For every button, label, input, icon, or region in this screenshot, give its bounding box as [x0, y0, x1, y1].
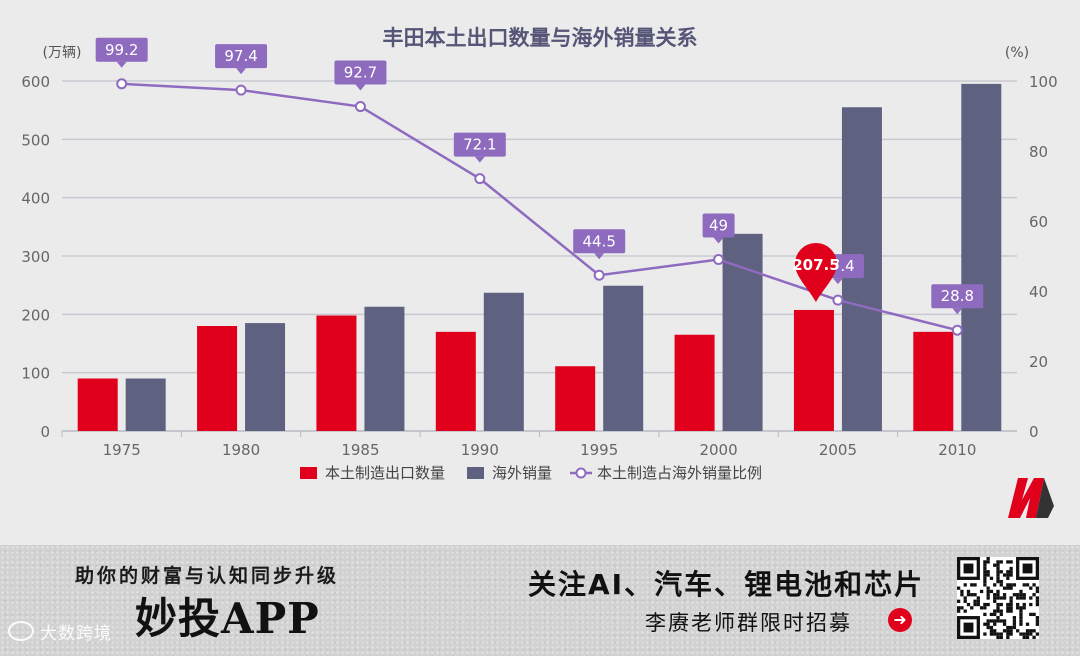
ratio-label-pointer	[594, 253, 605, 260]
qr-code-icon[interactable]	[957, 557, 1039, 639]
y-right-tick-label: 0	[1029, 423, 1039, 441]
ratio-label-pointer	[952, 308, 963, 315]
ratio-label-box	[573, 229, 626, 254]
ratio-point	[354, 101, 366, 113]
ratio-label-pointer	[236, 68, 247, 75]
ratio-point	[593, 269, 605, 281]
bar-domestic-export	[77, 378, 118, 431]
ratio-data-label: 72.1	[463, 136, 496, 154]
ratio-label-pointer	[713, 237, 724, 244]
ratio-label-box	[931, 284, 984, 309]
ratio-line	[121, 82, 958, 332]
y-left-unit-label: (万辆)	[43, 45, 82, 61]
highlight-pin	[794, 242, 837, 302]
ratio-data-label: 49	[709, 217, 728, 235]
bar-domestic-export	[555, 366, 596, 431]
legend-label: 海外销量	[492, 464, 552, 482]
y-left-tick-label: 400	[21, 190, 50, 208]
x-tick-label: 1995	[580, 441, 618, 459]
banner-headline: 关注AI、汽车、锂电池和芯片	[528, 568, 925, 601]
legend-item: 本土制造出口数量	[300, 464, 445, 482]
ratio-label-pointer	[832, 278, 843, 285]
x-tick-label: 1985	[341, 441, 379, 459]
weibo-icon	[8, 621, 34, 641]
y-right-tick-label: 100	[1029, 73, 1058, 91]
x-tick-label: 1980	[222, 441, 260, 459]
ratio-label-box	[453, 132, 506, 157]
x-tick-label: 1990	[461, 441, 499, 459]
ratio-data-label: 97.4	[224, 47, 257, 65]
y-right-unit-label: (%)	[1005, 45, 1029, 61]
ratio-data-label: 92.7	[344, 64, 377, 82]
watermark-text: 大数跨境	[40, 624, 112, 644]
bar-domestic-export	[435, 331, 476, 431]
banner-subline: 李赓老师群限时招募	[645, 611, 852, 635]
bar-overseas-sales	[483, 292, 524, 431]
legend-swatch-domestic	[300, 467, 317, 479]
bar-domestic-export	[913, 331, 954, 431]
ratio-data-label: 28.8	[941, 287, 974, 305]
x-tick-label: 2000	[699, 441, 737, 459]
bar-overseas-sales	[961, 83, 1002, 432]
ratio-label-pointer	[355, 84, 366, 91]
bar-overseas-sales	[603, 285, 644, 431]
highlight-data-label: 207.5	[792, 256, 839, 274]
legend-label: 本土制造占海外销量比例	[597, 464, 762, 482]
ratio-label-pointer	[474, 156, 485, 163]
ratio-label-pointer	[116, 61, 127, 68]
ratio-label-box	[702, 213, 735, 238]
y-left-tick-label: 300	[21, 248, 50, 266]
bar-domestic-export	[793, 309, 834, 431]
bar-overseas-sales	[245, 323, 286, 431]
y-left-tick-label: 0	[40, 423, 50, 441]
x-tick-label: 2010	[938, 441, 976, 459]
bar-domestic-export	[316, 315, 357, 431]
x-tick-label: 2005	[819, 441, 857, 459]
chart-area: 0 100 200 300 400 500 600 0 20 40 60 80 100 (万辆) (%) 19…	[21, 26, 1058, 518]
banner-slogan: 助你的财富与认知同步升级	[75, 565, 340, 587]
watermark: 大数跨境	[8, 619, 112, 644]
bar-overseas-sales	[125, 378, 166, 431]
bar-overseas-sales	[364, 306, 405, 431]
legend-item: 本土制造占海外销量比例	[570, 464, 762, 482]
y-left-tick-label: 600	[21, 73, 50, 91]
y-right-tick-label: 20	[1029, 353, 1048, 371]
ratio-point	[474, 173, 486, 185]
ratio-label-box	[95, 37, 148, 62]
legend-label: 本土制造出口数量	[325, 464, 445, 482]
bar-domestic-export	[197, 326, 238, 431]
y-left-tick-label: 100	[21, 365, 50, 383]
legend-swatch-marker	[575, 467, 587, 479]
x-tick-label: 1975	[103, 441, 141, 459]
y-left-tick-label: 500	[21, 131, 50, 149]
arrow-right-icon[interactable]: ➜	[888, 608, 912, 632]
ratio-point	[116, 78, 128, 90]
banner-app-name: 妙投APP	[135, 594, 320, 643]
ratio-label-box	[215, 44, 268, 69]
bar-domestic-export	[674, 334, 715, 431]
ratio-point	[713, 254, 725, 265]
ratio-label-box	[334, 60, 387, 85]
y-left-tick-label: 200	[21, 306, 50, 324]
legend-swatch-overseas	[467, 467, 484, 479]
ratio-point	[832, 294, 844, 306]
brand-logo-icon	[1008, 478, 1054, 518]
ratio-point	[235, 84, 247, 96]
promo-banner[interactable]: 助你的财富与认知同步升级 妙投APP 大数跨境 关注AI、汽车、锂电池和芯片 李…	[0, 545, 1080, 656]
legend-item: 海外销量	[467, 464, 552, 482]
combo-chart: 0 100 200 300 400 500 600 0 20 40 60 80 100 (万辆) (%) 19…	[21, 26, 1058, 518]
y-right-tick-label: 40	[1029, 283, 1048, 301]
ratio-data-label: 44.5	[582, 232, 615, 250]
y-right-tick-label: 60	[1029, 213, 1048, 231]
chart-title: 丰田本土出口数量与海外销量关系	[383, 26, 698, 50]
y-right-tick-label: 80	[1029, 143, 1048, 161]
ratio-point	[951, 324, 963, 336]
ratio-data-label: 99.2	[105, 41, 138, 59]
